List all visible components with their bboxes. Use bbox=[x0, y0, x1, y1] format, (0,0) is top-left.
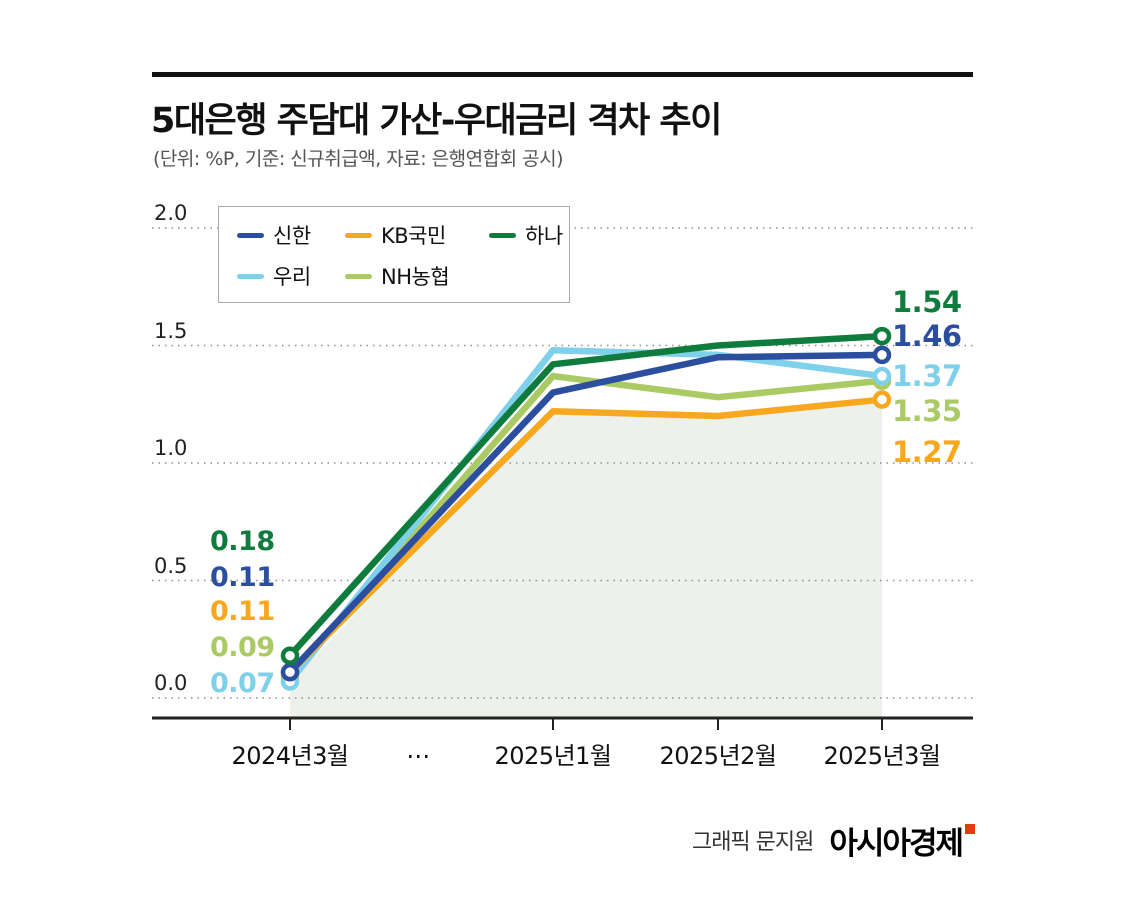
y-axis-label: 2.0 bbox=[154, 201, 188, 225]
legend-label: 하나 bbox=[525, 224, 563, 248]
series-end-value: 1.46 bbox=[892, 319, 962, 353]
series-start-value: 0.11 bbox=[210, 596, 275, 627]
series-endpoint-marker bbox=[872, 390, 892, 409]
legend-item: NH농협 bbox=[345, 261, 489, 291]
legend-swatch bbox=[237, 232, 264, 238]
series-line bbox=[286, 372, 886, 681]
brand-mark-icon bbox=[965, 823, 975, 834]
series-endpoint-marker bbox=[872, 345, 892, 365]
series-end-value: 1.37 bbox=[892, 359, 962, 393]
legend-label: NH농협 bbox=[381, 265, 450, 289]
series-start-value: 0.07 bbox=[210, 668, 275, 699]
y-axis-label: 0.0 bbox=[154, 671, 188, 695]
series-start-value: 0.09 bbox=[210, 632, 275, 663]
y-axis-label: 1.0 bbox=[154, 436, 188, 460]
series-line bbox=[286, 351, 886, 676]
legend-swatch bbox=[345, 273, 372, 279]
series-line bbox=[286, 332, 886, 659]
graphic-credit: 그래픽 문지원 bbox=[691, 830, 814, 855]
legend-label: 신한 bbox=[273, 224, 311, 248]
credit-footer: 그래픽 문지원 아시아경제 bbox=[691, 823, 975, 862]
x-axis-label: 2025년2월 bbox=[659, 742, 777, 770]
chart-subtitle: (단위: %P, 기준: 신규취급액, 자료: 은행연합회 공시) bbox=[153, 148, 564, 170]
brand-logo: 아시아경제 bbox=[829, 823, 975, 862]
series-start-value: 0.11 bbox=[210, 562, 275, 593]
chart-plot-area bbox=[152, 227, 973, 730]
legend-swatch bbox=[237, 273, 264, 279]
brand-logo-text: 아시아경제 bbox=[829, 825, 964, 862]
series-endpoint-marker bbox=[872, 366, 892, 386]
legend-item: 하나 bbox=[489, 220, 563, 250]
x-axis-label: … bbox=[406, 736, 430, 764]
top-rule bbox=[152, 72, 973, 77]
legend-item: 우리 bbox=[237, 261, 345, 291]
y-axis-label: 0.5 bbox=[154, 553, 188, 578]
series-end-value: 1.27 bbox=[892, 435, 962, 469]
area-fill bbox=[290, 399, 882, 718]
y-axis-label: 1.5 bbox=[154, 318, 188, 343]
page-title: 5대은행 주담대 가산-우대금리 격차 추이 bbox=[151, 101, 722, 141]
legend-swatch bbox=[345, 232, 372, 238]
series-start-value: 0.18 bbox=[210, 526, 275, 557]
series-end-value: 1.35 bbox=[892, 394, 962, 428]
series-end-value: 1.54 bbox=[892, 285, 962, 319]
legend-label: KB국민 bbox=[381, 224, 446, 248]
series-endpoint-marker bbox=[872, 326, 892, 346]
legend-swatch bbox=[489, 232, 516, 238]
x-axis-label: 2024년3월 bbox=[231, 742, 349, 770]
x-axis-label: 2025년1월 bbox=[494, 742, 612, 770]
legend-item: KB국민 bbox=[345, 220, 489, 250]
series-endpoint-marker bbox=[280, 646, 300, 665]
series-line bbox=[286, 396, 886, 676]
legend-item: 신한 bbox=[237, 220, 345, 250]
legend-label: 우리 bbox=[273, 265, 311, 289]
x-axis-label: 2025년3월 bbox=[823, 742, 941, 770]
series-endpoint-marker bbox=[280, 662, 300, 682]
